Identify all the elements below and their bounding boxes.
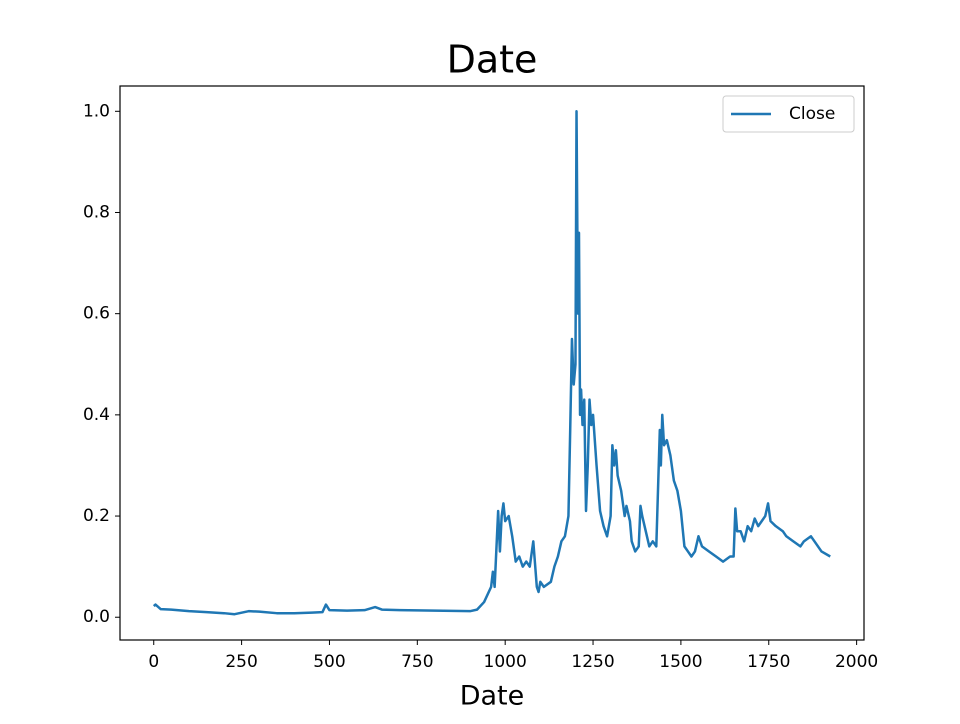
x-tick-label: 750 (401, 652, 433, 672)
y-tick-label: 1.0 (83, 101, 110, 121)
chart-title: Date (447, 38, 538, 82)
line-series (152, 110, 831, 616)
x-tick-label: 1250 (571, 652, 614, 672)
x-tick-label: 2000 (835, 652, 878, 672)
y-tick-label: 0.6 (83, 304, 110, 324)
x-tick-label: 0 (148, 652, 159, 672)
x-tick-label: 1750 (747, 652, 790, 672)
legend-label: Close (789, 104, 835, 124)
legend-box (722, 95, 855, 133)
x-tick-label: 1500 (659, 652, 702, 672)
plot-frame (119, 85, 865, 641)
y-tick-label: 0.8 (83, 202, 110, 222)
x-tick-label: 500 (313, 652, 345, 672)
y-tick-label: 0.2 (83, 506, 110, 526)
x-tick-label: 250 (225, 652, 257, 672)
y-tick-label: 0.4 (83, 405, 110, 425)
x-tick-label: 1000 (484, 652, 527, 672)
y-tick-label: 0.0 (83, 607, 110, 627)
x-axis-label: Date (460, 681, 525, 712)
